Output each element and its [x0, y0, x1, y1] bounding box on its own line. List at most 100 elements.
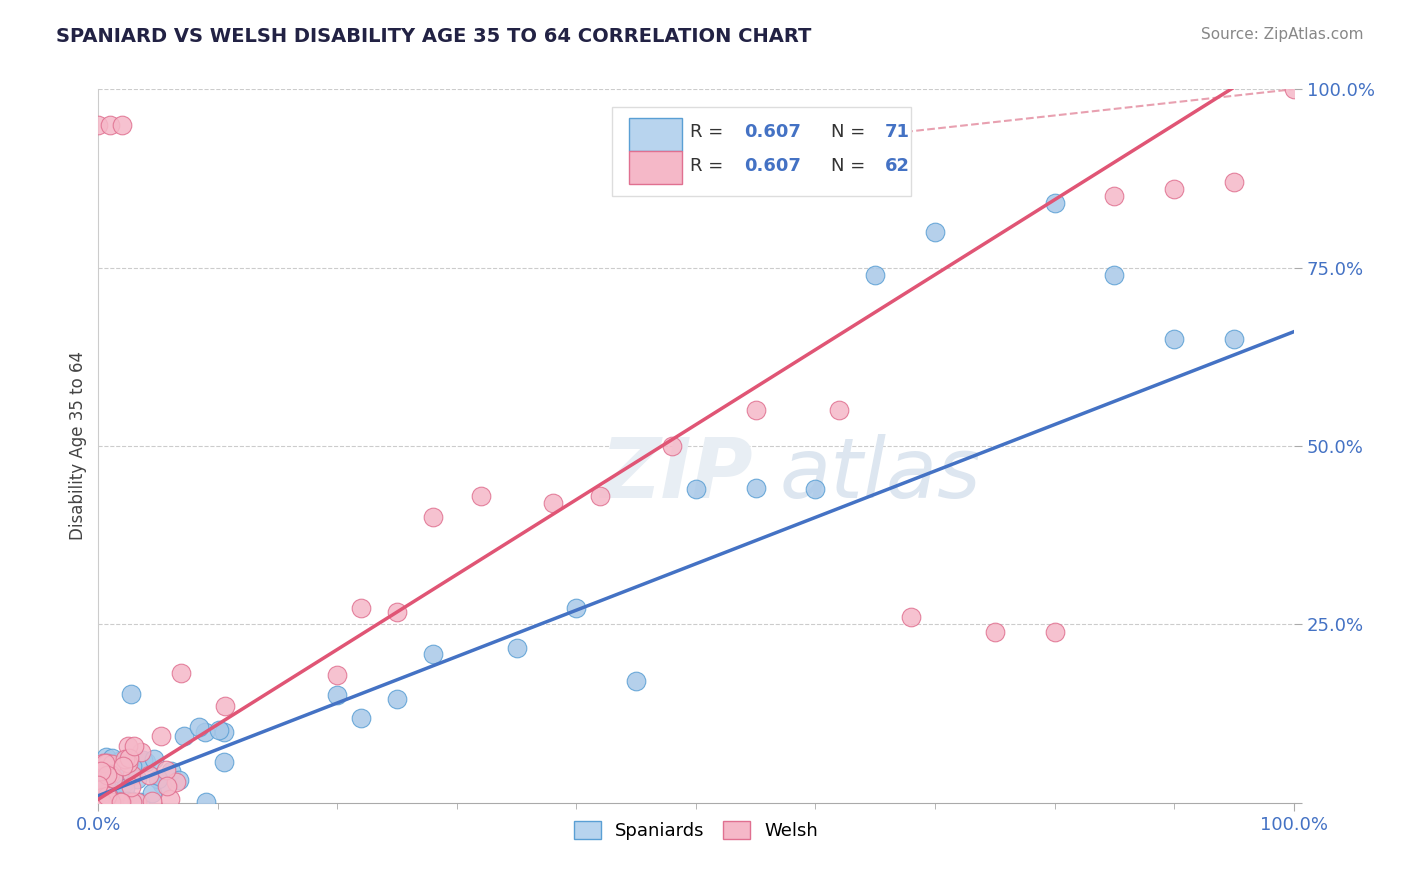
Point	[745, 481, 768, 495]
Point	[120, 780, 142, 794]
Point	[350, 600, 373, 615]
Point	[96, 789, 118, 803]
Point	[118, 751, 141, 765]
Point	[98, 784, 121, 798]
Point	[155, 763, 177, 777]
Point	[122, 739, 145, 754]
Text: Source: ZipAtlas.com: Source: ZipAtlas.com	[1201, 27, 1364, 42]
Point	[114, 752, 136, 766]
Point	[100, 795, 122, 809]
Text: 62: 62	[884, 157, 910, 175]
Point	[96, 795, 118, 809]
Point	[121, 768, 143, 782]
Point	[104, 795, 127, 809]
Point	[804, 482, 827, 496]
Point	[141, 794, 163, 808]
Point	[385, 692, 409, 706]
Text: 0.607: 0.607	[744, 123, 800, 141]
Text: 71: 71	[884, 123, 910, 141]
Point	[93, 795, 115, 809]
Point	[91, 795, 114, 809]
Point	[94, 795, 117, 809]
Point	[87, 778, 110, 792]
Point	[422, 647, 444, 661]
Point	[89, 780, 111, 795]
Point	[112, 776, 135, 790]
Point	[156, 779, 179, 793]
Point	[828, 403, 851, 417]
Point	[91, 790, 114, 805]
Point	[93, 756, 115, 770]
Point	[91, 795, 114, 809]
Point	[114, 795, 136, 809]
Text: R =: R =	[690, 157, 728, 175]
Point	[1104, 268, 1126, 282]
FancyBboxPatch shape	[613, 107, 911, 196]
Point	[120, 795, 142, 809]
Point	[89, 795, 111, 809]
Point	[1043, 196, 1066, 211]
Point	[101, 751, 124, 765]
Point	[121, 759, 143, 773]
Point	[111, 759, 134, 773]
Point	[1223, 332, 1246, 346]
Point	[121, 794, 143, 808]
Point	[1163, 182, 1185, 196]
Point	[135, 756, 157, 770]
Point	[127, 772, 149, 786]
Point	[745, 403, 768, 417]
Point	[90, 795, 112, 809]
Point	[96, 750, 118, 764]
Text: SPANIARD VS WELSH DISABILITY AGE 35 TO 64 CORRELATION CHART: SPANIARD VS WELSH DISABILITY AGE 35 TO 6…	[56, 27, 811, 45]
Point	[984, 624, 1007, 639]
Point	[565, 601, 588, 615]
Point	[385, 605, 409, 619]
Point	[110, 759, 132, 773]
Point	[94, 795, 117, 809]
Point	[96, 768, 118, 782]
Point	[94, 795, 117, 809]
Text: ZIP: ZIP	[600, 434, 754, 515]
Point	[626, 673, 648, 688]
Point	[117, 739, 139, 754]
Point	[129, 745, 152, 759]
Point	[350, 711, 373, 725]
Point	[214, 698, 236, 713]
Point	[93, 795, 115, 809]
Point	[96, 756, 118, 770]
Point	[470, 489, 492, 503]
Point	[152, 777, 174, 791]
Point	[107, 754, 129, 768]
Point	[131, 753, 153, 767]
Y-axis label: Disability Age 35 to 64: Disability Age 35 to 64	[69, 351, 87, 541]
Point	[326, 668, 349, 682]
Point	[188, 720, 211, 734]
Point	[924, 225, 946, 239]
Point	[208, 723, 231, 738]
Text: N =: N =	[831, 123, 870, 141]
Point	[100, 795, 122, 809]
Point	[128, 795, 150, 809]
Point	[422, 510, 444, 524]
Point	[101, 772, 124, 786]
Point	[110, 795, 132, 809]
Point	[1223, 175, 1246, 189]
Point	[127, 795, 149, 809]
Text: atlas: atlas	[779, 434, 981, 515]
Point	[100, 795, 122, 809]
Point	[108, 795, 131, 809]
Point	[96, 786, 118, 800]
Point	[142, 752, 165, 766]
Point	[159, 764, 181, 778]
Point	[194, 724, 217, 739]
Point	[111, 795, 134, 809]
Point	[685, 482, 707, 496]
Point	[121, 795, 143, 809]
Point	[89, 790, 111, 805]
Point	[114, 780, 136, 795]
Point	[115, 794, 138, 808]
Point	[93, 785, 115, 799]
Point	[101, 757, 124, 772]
Point	[120, 687, 142, 701]
Point	[90, 795, 112, 809]
